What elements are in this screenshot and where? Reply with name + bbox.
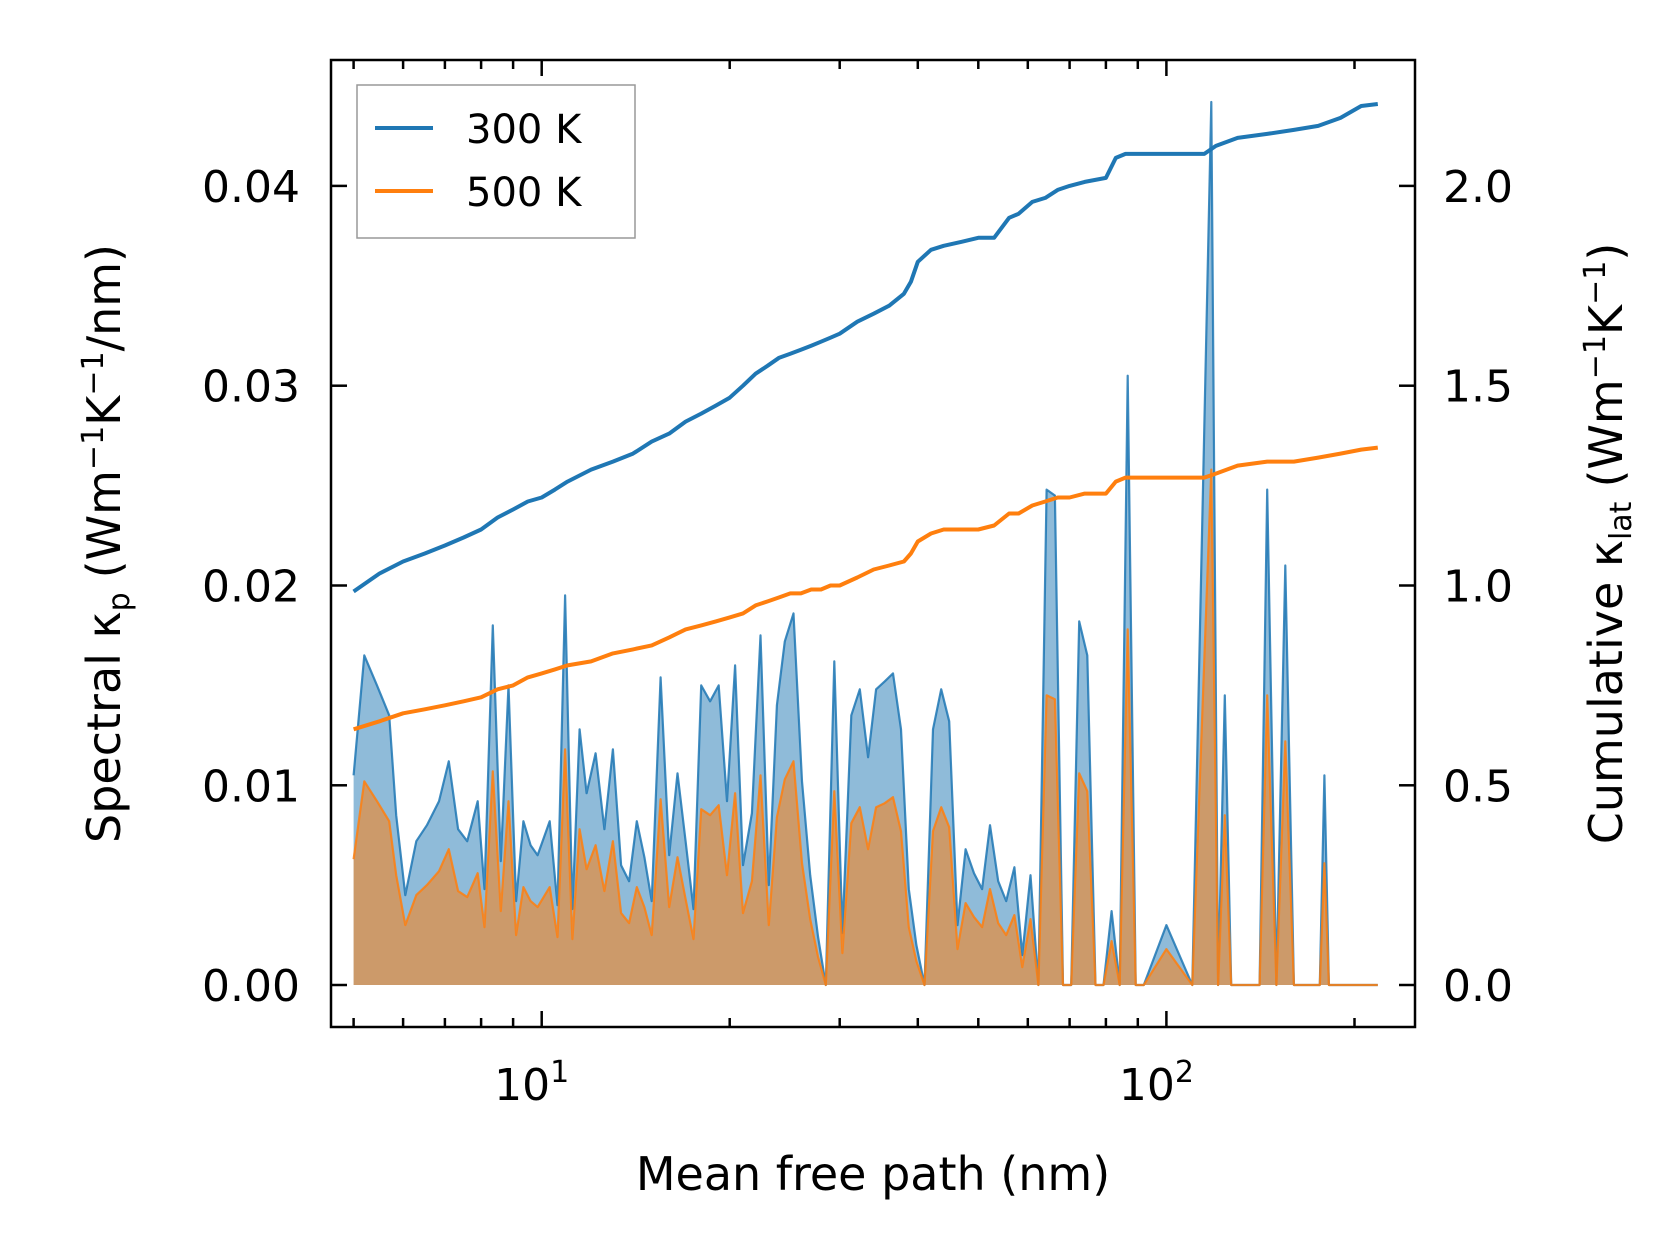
- right-y-title-sup1: −1: [1578, 335, 1613, 379]
- left-y-tick-label: 0.04: [202, 162, 300, 213]
- legend-label-500k: 500 K: [466, 170, 583, 216]
- left-y-title-unit-mid: K: [77, 394, 131, 426]
- cumulative-300k-line: [352, 102, 1379, 594]
- left-y-tick-label: 0.00: [202, 961, 300, 1012]
- legend-box: [356, 84, 636, 239]
- line-layer: [352, 102, 1379, 732]
- x-tick-label: 102: [1119, 1055, 1194, 1111]
- plot-frame: [329, 58, 1417, 1029]
- right-y-tick-label: 0.5: [1443, 761, 1513, 812]
- left-y-title-sup1: −1: [76, 426, 111, 470]
- left-y-tick-label: 0.02: [202, 562, 300, 613]
- right-y-tick-label: 0.0: [1443, 961, 1513, 1012]
- left-y-title-sup2: −1: [76, 351, 111, 395]
- x-tick-label-base: 10: [494, 1060, 550, 1111]
- left-y-title-sub: p: [102, 592, 137, 611]
- right-y-title-sup2: −1: [1578, 261, 1613, 305]
- left-y-axis-title: Spectral κp(Wm−1K−1/nm): [76, 244, 137, 843]
- left-y-title-unit-end: /nm): [77, 244, 131, 351]
- legend-label-300k: 300 K: [466, 107, 583, 153]
- tick-label-layer: 101 1020.000.010.020.030.040.00.51.01.52.…: [202, 162, 1513, 1111]
- cumulative-500k-line: [353, 445, 1379, 732]
- right-y-title-sub: lat: [1604, 501, 1639, 540]
- right-y-title-unit-end: ): [1579, 243, 1633, 261]
- tick-layer: [331, 60, 1415, 1027]
- spectral-fill-layer: [352, 100, 1378, 987]
- left-y-title-unit-start: (Wm: [77, 470, 131, 578]
- x-tick-label-base: 10: [1119, 1060, 1175, 1111]
- left-y-title-main: Spectral κ: [77, 611, 131, 843]
- right-y-axis-title: Cumulative κlat(Wm−1K−1): [1578, 243, 1639, 845]
- right-y-tick-label: 2.0: [1443, 162, 1513, 213]
- right-y-title-main: Cumulative κ: [1579, 540, 1633, 844]
- right-y-title-unit-mid: K: [1579, 303, 1633, 335]
- right-y-tick-label: 1.5: [1443, 362, 1513, 413]
- x-tick-label: 101: [494, 1055, 569, 1111]
- spectral-500k-outline: [352, 468, 1378, 987]
- legend: 300 K 500 K: [356, 84, 636, 239]
- x-tick-label-exponent: 2: [1175, 1055, 1194, 1090]
- right-y-tick-label: 1.0: [1443, 562, 1513, 613]
- left-y-tick-label: 0.03: [202, 362, 300, 413]
- right-y-title-unit-start: (Wm: [1579, 379, 1633, 487]
- left-y-tick-label: 0.01: [202, 761, 300, 812]
- x-axis-title: Mean free path (nm): [636, 1147, 1110, 1201]
- x-tick-label-exponent: 1: [550, 1055, 569, 1090]
- spectral-500k-area: [353, 469, 1378, 986]
